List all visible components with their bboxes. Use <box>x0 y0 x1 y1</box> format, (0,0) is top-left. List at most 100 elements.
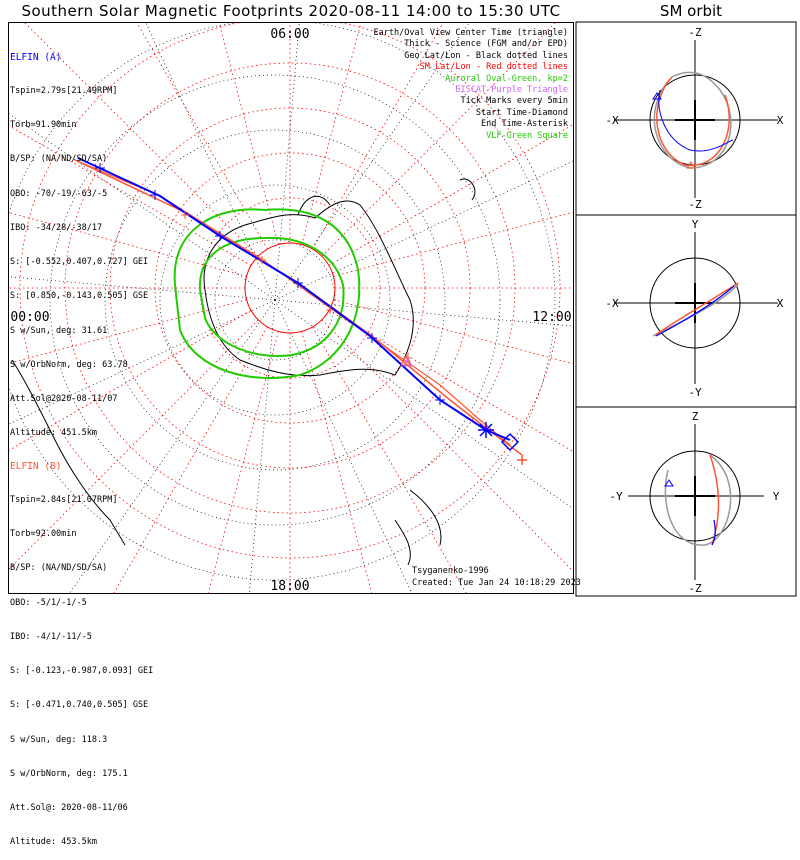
sm-lon-line <box>312 326 467 593</box>
legend-item: VLF-Green Square <box>486 130 568 141</box>
geo-grid <box>9 23 573 593</box>
sm-lon-line <box>328 310 573 452</box>
elfin-b-line: B/SP: (NA/ND/SD/SA) <box>10 563 108 574</box>
sm-lon-line <box>333 299 573 365</box>
elfin-b-line: S: [-0.123,-0.987,0.093] GEI <box>10 666 154 677</box>
sm-lon-line <box>321 23 556 257</box>
sm-panel-1-right: X <box>777 114 784 127</box>
track-tick <box>258 256 266 264</box>
elfin-a-info: ELFIN (A) Tspin=2.79s[21.49RPM] Torb=91.… <box>10 29 148 451</box>
continent-coast-left <box>11 359 126 546</box>
sm-panel-1-bottom: -Z <box>688 198 702 211</box>
end-asterisk-b <box>517 455 527 465</box>
elfin-a-line: Att.Sol@2020-08-11/07 <box>10 394 118 404</box>
elfin-b-line: IBO: -4/1/-11/-5 <box>10 631 92 642</box>
track-tick <box>435 395 445 405</box>
geo-lat-circle <box>104 129 446 471</box>
sm-panel-3-left: -Y <box>609 490 623 503</box>
legend: Earth/Oval View Center Time (triangle) T… <box>374 28 568 142</box>
antarctica-coast <box>203 200 414 377</box>
elfin-b-line: Altitude: 453.5km <box>10 837 97 848</box>
legend-item: Thick - Science (FGM and/or EPD) <box>404 39 568 50</box>
end-asterisk-a <box>478 422 494 438</box>
sm-panel-2-bottom: -Y <box>688 386 702 399</box>
start-diamond <box>500 432 520 452</box>
sm-panel-1-left: -X <box>605 114 619 127</box>
sm-panel-3-bottom: -Z <box>688 582 702 595</box>
track-tick <box>326 306 334 314</box>
sm-panel-2-right: X <box>777 297 784 310</box>
elfin-b-line: Torb=92.00min <box>10 529 77 540</box>
elfin-b-line: Tspin=2.84s[21.07RPM] <box>10 495 118 506</box>
polar-map-frame <box>8 22 574 594</box>
sm-lon-line <box>301 331 373 593</box>
satellite-tracks <box>74 157 527 465</box>
time-label-right: 12:00 <box>532 310 571 325</box>
elfin-a-line: IBO: -34/28/-38/17 <box>10 222 103 233</box>
legend-item: EISCAT-Purple Triangle <box>455 85 568 96</box>
sm-lon-line <box>333 211 573 277</box>
view-center-triangle <box>400 354 412 366</box>
sm-lon-line <box>321 319 573 572</box>
island-coast <box>459 178 476 201</box>
eiscat-triangle <box>403 356 413 367</box>
sm-lon-line <box>207 331 279 593</box>
geo-lat-circle <box>9 23 556 581</box>
sm-panel-2-left: -X <box>605 297 619 310</box>
geo-lat-circle <box>214 239 336 361</box>
legend-item: Tick Marks every 5min <box>460 96 568 107</box>
elfin-a-line: B/SP: (NA/ND/SD/SA) <box>10 154 108 165</box>
sm-lon-line <box>328 124 573 266</box>
legend-item: Earth/Oval View Center Time (triangle) <box>373 28 568 38</box>
track-tick <box>367 333 377 343</box>
elfin-a-line: OBO: -70/-19/-63/-5 <box>10 188 108 199</box>
sm-panel-1-top: -Z <box>688 26 702 39</box>
sm-lon-line <box>218 23 279 245</box>
plot-title: Southern Solar Magnetic Footprints 2020-… <box>21 2 561 20</box>
sm-lon-line <box>9 212 247 277</box>
sm-panel-yz: Z -Z -Y Y <box>609 410 779 595</box>
elfin-a-line: Torb=91.90min <box>10 120 77 131</box>
sm-orbit-title: SM orbit <box>659 2 723 20</box>
sm-lon-line <box>9 125 252 266</box>
sm-lon-line <box>9 299 247 364</box>
sm-grid <box>9 23 573 593</box>
time-label-left: 00:00 <box>10 310 49 325</box>
elfin-a-line: S: [-0.552,0.407,0.727] GEI <box>10 257 149 268</box>
islands-coast-right <box>394 489 442 566</box>
legend-item: SM Lat/Lon - Red dotted lines <box>419 62 568 73</box>
track-tick <box>181 211 189 219</box>
sm-panel-3-right: Y <box>773 490 780 503</box>
elfin-a-line: S w/OrbNorm, deg: 63.78 <box>10 359 128 370</box>
auroral-oval-outer <box>173 208 361 379</box>
elfin-a-line: S: [0.850,-0.143,0.505] GSE <box>10 291 149 302</box>
time-label-bottom: 18:00 <box>270 579 309 594</box>
track-tick <box>95 163 105 173</box>
elfin-b-name: ELFIN (B) <box>10 460 62 472</box>
sm-lon-line <box>24 23 259 257</box>
elfin-b-line: S: [-0.471,0.740,0.505] GSE <box>10 700 149 711</box>
track-tick <box>215 231 225 241</box>
sm-lon-line <box>9 310 252 451</box>
sm-lon-line <box>301 23 362 245</box>
elfin-a-line: Tspin=2.79s[21.49RPM] <box>10 86 118 97</box>
elfin-a-name: ELFIN (A) <box>10 51 62 63</box>
created-credit: Created: Tue Jan 24 10:18:29 2023 <box>412 578 581 588</box>
sm-lon-line <box>136 23 268 250</box>
legend-item: Geo Lat/Lon - Black dotted lines <box>404 50 568 61</box>
sm-panel-2-top: Y <box>692 218 699 231</box>
time-label-top: 06:00 <box>270 27 309 42</box>
elfin-b-line: S w/OrbNorm, deg: 175.1 <box>10 768 128 779</box>
geo-lat-circle <box>159 184 391 416</box>
track-tick <box>150 190 160 200</box>
model-credit: Tsyganenko-1996 <box>412 566 489 576</box>
polar-map: 06:00 00:00 12:00 18:00 <box>9 23 573 594</box>
sm-orbit-panels: -Z -Z -X X Y -Y -X X Z -Z -Y Y <box>575 21 797 597</box>
elfin-a-line: S w/Sun, deg: 31.61 <box>10 325 108 336</box>
legend-item: End Time-Asterisk <box>481 119 568 130</box>
sm-lon-line <box>312 23 444 250</box>
elfin-a-line: Altitude: 451.5km <box>10 428 97 439</box>
sm-panel-3-top: Z <box>692 410 699 423</box>
legend-item: Auroral Oval-Green, kp=2 <box>445 73 568 84</box>
sm-panel-xz: -Z -Z -X X <box>605 26 783 211</box>
